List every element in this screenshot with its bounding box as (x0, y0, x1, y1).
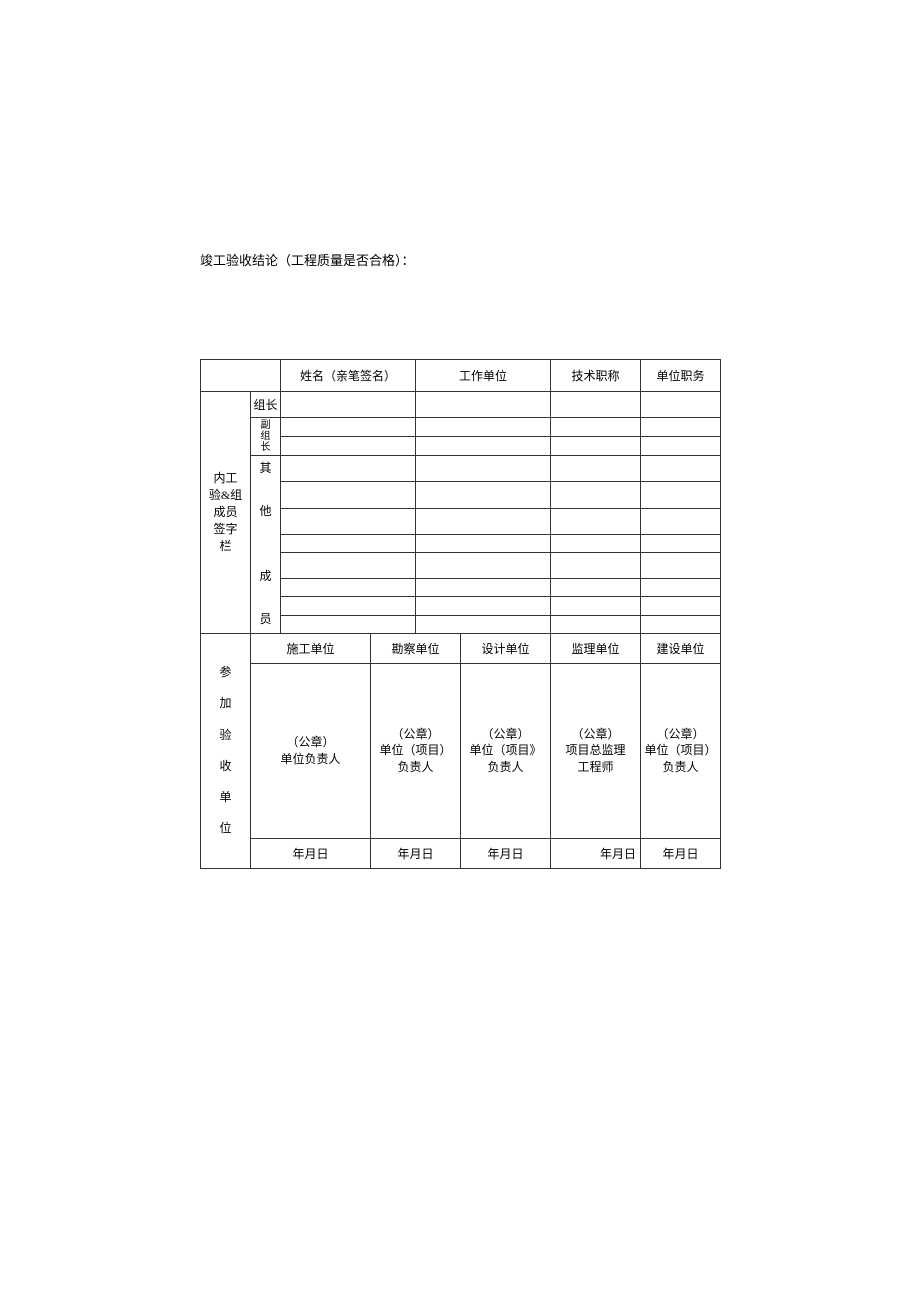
cell (416, 534, 551, 552)
document-page: 竣工验收结论（工程质量是否合格）： 姓名（亲笔签名） 工作单位 技术职称 单位职… (0, 0, 920, 869)
cell (551, 534, 641, 552)
unit-date: 年月日 (371, 838, 461, 868)
cell (281, 615, 416, 633)
cell (551, 456, 641, 482)
header-tech: 技术职称 (551, 360, 641, 392)
unit-body: （公章） 单位负责人 (251, 663, 371, 838)
unit-body: （公章） 单位（项目》 负责人 (461, 663, 551, 838)
cell (551, 597, 641, 615)
cell (551, 482, 641, 508)
unit-body: （公章） 单位（项目） 负责人 (371, 663, 461, 838)
table-header-row: 姓名（亲笔签名） 工作单位 技术职称 单位职务 (201, 360, 721, 392)
others-label: 其 他 成 员 (251, 456, 281, 634)
units-date-row: 年月日 年月日 年月日 年月日 年月日 (201, 838, 721, 868)
acceptance-table: 姓名（亲笔签名） 工作单位 技术职称 单位职务 内工 验&组 成员 签字 栏 组… (200, 359, 721, 869)
cell (641, 552, 721, 578)
cell (641, 615, 721, 633)
cell (641, 418, 721, 437)
cell (416, 579, 551, 597)
cell (281, 552, 416, 578)
cell (551, 437, 641, 456)
leader-label: 组长 (251, 392, 281, 418)
cell (641, 534, 721, 552)
member-row: 其 他 成 员 (201, 456, 721, 482)
cell (281, 437, 416, 456)
cell (416, 418, 551, 437)
cell (281, 482, 416, 508)
unit-header: 设计单位 (461, 633, 551, 663)
cell (641, 579, 721, 597)
cell (641, 392, 721, 418)
cell (641, 508, 721, 534)
cell (641, 482, 721, 508)
cell (551, 579, 641, 597)
header-unit: 工作单位 (416, 360, 551, 392)
unit-header: 监理单位 (551, 633, 641, 663)
cell (551, 552, 641, 578)
cell (641, 437, 721, 456)
unit-header: 勘察单位 (371, 633, 461, 663)
unit-body: （公章） 单位（项目） 负责人 (641, 663, 721, 838)
leader-row: 内工 验&组 成员 签字 栏 组长 (201, 392, 721, 418)
vice-leader-row: 副 组 长 (201, 418, 721, 437)
units-header-row: 参 加 验 收 单 位 施工单位 勘察单位 设计单位 监理单位 建设单位 (201, 633, 721, 663)
cell (416, 597, 551, 615)
cell (281, 418, 416, 437)
cell (281, 392, 416, 418)
cell (551, 508, 641, 534)
cell (551, 418, 641, 437)
cell (416, 508, 551, 534)
cell (281, 456, 416, 482)
unit-header: 建设单位 (641, 633, 721, 663)
cell (551, 392, 641, 418)
cell (416, 615, 551, 633)
conclusion-title: 竣工验收结论（工程质量是否合格）： (200, 250, 720, 269)
cell (641, 597, 721, 615)
signature-section-label: 内工 验&组 成员 签字 栏 (201, 392, 251, 634)
unit-date: 年月日 (461, 838, 551, 868)
unit-date: 年月日 (251, 838, 371, 868)
cell (281, 579, 416, 597)
cell (281, 508, 416, 534)
cell (416, 456, 551, 482)
cell (416, 437, 551, 456)
vice-leader-label: 副 组 长 (251, 418, 281, 456)
unit-header: 施工单位 (251, 633, 371, 663)
cell (416, 552, 551, 578)
unit-date: 年月日 (551, 838, 641, 868)
header-name: 姓名（亲笔签名） (281, 360, 416, 392)
cell (416, 392, 551, 418)
unit-body: （公章） 项目总监理 工程师 (551, 663, 641, 838)
cell (551, 615, 641, 633)
cell (416, 482, 551, 508)
participating-units-label: 参 加 验 收 单 位 (201, 633, 251, 868)
header-blank (201, 360, 281, 392)
cell (281, 597, 416, 615)
cell (641, 456, 721, 482)
units-body-row: （公章） 单位负责人 （公章） 单位（项目） 负责人 （公章） 单位（项目》 负… (201, 663, 721, 838)
cell (281, 534, 416, 552)
header-pos: 单位职务 (641, 360, 721, 392)
unit-date: 年月日 (641, 838, 721, 868)
